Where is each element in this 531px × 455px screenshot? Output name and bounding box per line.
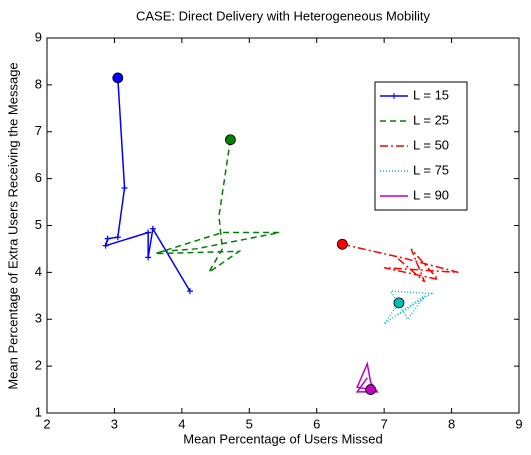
y-tick-label: 5	[35, 217, 42, 232]
legend-label: L = 75	[413, 162, 449, 177]
legend-label: L = 25	[413, 112, 449, 127]
x-tick-label: 6	[313, 416, 320, 431]
legend-label: L = 15	[413, 87, 449, 102]
chart-title: CASE: Direct Delivery with Heterogeneous…	[136, 8, 431, 23]
y-tick-label: 1	[35, 404, 42, 419]
point-marker	[186, 288, 193, 295]
x-tick-label: 7	[381, 416, 388, 431]
legend-label: L = 90	[413, 187, 449, 202]
point-marker	[149, 225, 156, 232]
point-marker	[145, 254, 152, 261]
legend-swatch-marker	[391, 93, 397, 99]
point-marker	[104, 235, 111, 242]
point-marker	[102, 242, 109, 249]
x-tick-label: 2	[43, 416, 50, 431]
y-tick-label: 3	[35, 311, 42, 326]
start-marker	[336, 238, 348, 250]
legend-label: L = 50	[413, 137, 449, 152]
start-marker	[225, 134, 236, 146]
y-tick-label: 7	[35, 123, 42, 138]
x-tick-label: 4	[178, 416, 185, 431]
y-tick-label: 6	[35, 170, 42, 185]
x-tick-label: 3	[111, 416, 118, 431]
y-tick-label: 8	[35, 76, 42, 91]
series-line	[154, 139, 280, 273]
point-marker	[114, 234, 121, 241]
start-marker	[365, 384, 377, 395]
x-tick-label: 8	[448, 416, 455, 431]
start-marker	[393, 297, 405, 309]
x-tick-label: 5	[246, 416, 253, 431]
point-marker	[121, 185, 128, 191]
series-line	[355, 361, 379, 393]
series-line	[383, 290, 434, 325]
x-axis-label: Mean Percentage of Users Missed	[183, 431, 382, 446]
y-tick-label: 4	[35, 264, 42, 279]
point-marker	[145, 229, 152, 236]
y-tick-label: 9	[35, 29, 42, 44]
start-marker	[112, 72, 124, 84]
y-axis-label: Mean Percentage of Extra Users Receiving…	[5, 62, 20, 389]
y-tick-label: 2	[35, 358, 42, 373]
legend-box	[374, 81, 468, 211]
x-tick-label: 9	[515, 416, 522, 431]
